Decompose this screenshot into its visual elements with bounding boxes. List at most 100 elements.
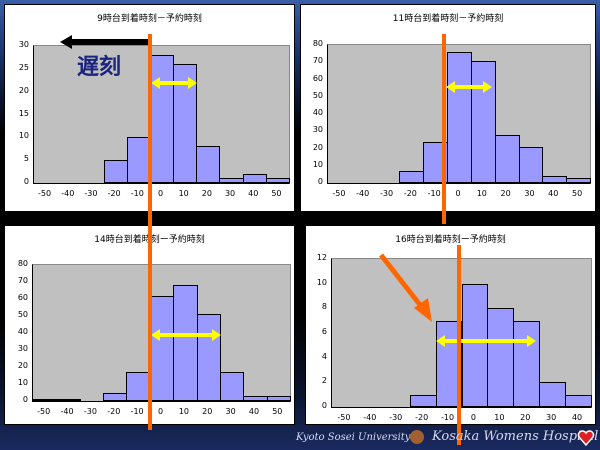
y-tick-label: 2 [321,376,327,386]
x-tick-label: -50 [337,413,351,422]
y-tick-label: 30 [17,344,28,353]
x-tick-label: -30 [83,407,97,416]
histogram-bar [461,283,489,407]
y-tick-label: 60 [312,73,323,83]
y-tick-label: 30 [18,40,29,49]
x-tick-label: 20 [202,407,213,416]
y-tick-label: 4 [321,351,327,361]
x-tick-label: -40 [60,407,74,416]
x-tick-label: 40 [248,407,260,416]
x-tick-label: -30 [389,413,403,422]
x-tick-label: 20 [201,189,212,198]
chart-title: 9時台到着時刻－予約時刻 [97,14,202,24]
histogram-bar [542,176,568,183]
x-tick-label: -50 [37,407,51,416]
x-tick-label: -40 [356,189,370,198]
histogram-bar [149,55,175,183]
range-arrow-icon [151,329,221,341]
histogram-bar [56,399,81,401]
histogram-bar [265,178,290,183]
range-arrow-icon [151,77,197,89]
x-tick-label: 0 [157,189,164,198]
reference-line-right-top [442,34,446,224]
histogram-bar [126,137,151,183]
x-tick-label: 50 [571,189,583,198]
x-tick-label: -10 [427,189,441,198]
chart-title: 11時台到着時刻－予約時刻 [392,14,504,24]
histogram-bar [409,394,437,407]
x-tick-label: 30 [524,189,535,198]
x-tick-label: 10 [178,407,189,416]
y-tick-label: 10 [316,277,327,287]
x-tick-label: 10 [494,413,505,422]
histogram-bar [219,372,245,401]
histogram-bar [196,146,221,183]
y-tick-label: 5 [23,154,29,164]
x-tick-label: -30 [379,189,394,198]
range-arrow-icon [436,335,536,347]
late-label: 遅刻 [77,55,122,80]
histogram-bar [242,173,267,183]
histogram-bar [565,394,592,407]
plot-area [331,258,592,408]
x-tick-label: 30 [546,413,557,422]
x-tick-label: -20 [415,413,429,422]
x-tick-label: 40 [548,189,559,198]
y-tick-label: 10 [18,131,29,141]
y-tick-label: 20 [18,85,29,95]
x-tick-label: -30 [84,189,98,198]
x-tick-label: 30 [225,407,236,416]
left-arrow-icon [60,35,152,49]
y-tick-label: 12 [316,253,327,262]
y-tick-label: 0 [317,177,323,186]
reference-line-left [148,34,152,430]
x-tick-label: 40 [248,189,259,198]
histogram-bar [494,134,520,183]
x-tick-label: 20 [520,413,531,422]
range-arrow-icon [446,81,492,93]
y-tick-label: 8 [321,302,327,312]
y-tick-label: 80 [312,39,323,48]
histogram-bar [539,382,567,407]
histogram-bar [103,392,128,401]
histogram-bar [399,170,425,183]
chart-title: 16時台到着時刻ー予約時刻 [395,235,506,245]
x-tick-label: 20 [500,189,511,198]
y-tick-label: 40 [312,108,323,117]
y-tick-label: 0 [22,395,28,404]
x-tick-label: -20 [403,189,417,198]
chart-panel-11h: 11時台到着時刻－予約時刻 80 70 60 50 40 30 20 10 0 -50 -40 -30… [300,4,596,212]
x-tick-label: 0 [470,413,476,422]
x-tick-label: -10 [130,407,144,416]
reference-line-right-bottom [457,245,461,445]
x-tick-label: 40 [571,413,583,422]
histogram-bar [447,51,472,183]
y-tick-label: 0 [23,177,29,186]
x-tick-label: -20 [107,189,121,198]
y-tick-label: 70 [312,56,323,66]
histogram-bar [487,308,515,407]
histogram-bar [518,146,544,183]
plot-area [327,44,591,184]
chart-panel-16h: 16時台到着時刻ー予約時刻 12 10 8 6 4 2 0 -50 -40 -30 -20 -10 0 1… [305,225,596,425]
y-tick-label: 10 [312,159,323,169]
x-tick-label: 50 [272,407,283,416]
y-tick-label: 70 [17,276,28,285]
histogram-bar [149,295,175,401]
x-tick-label: -20 [107,407,121,416]
histogram-bar [243,395,268,401]
y-tick-label: 80 [17,259,28,268]
x-tick-label: -40 [61,189,75,198]
footer-hospital: Kosaka Womens Hospital [432,429,599,444]
x-tick-label: 10 [178,189,189,198]
y-tick-label: 20 [312,142,323,152]
y-tick-label: 30 [312,125,323,135]
heart-logo-icon [577,430,595,446]
histogram-bar [173,285,198,401]
histogram-bar [266,395,291,401]
y-tick-label: 40 [17,327,28,336]
pointer-arrow-icon [379,253,432,322]
university-logo-icon [410,430,424,444]
histogram-bar [196,314,221,401]
y-tick-label: 25 [18,62,29,72]
